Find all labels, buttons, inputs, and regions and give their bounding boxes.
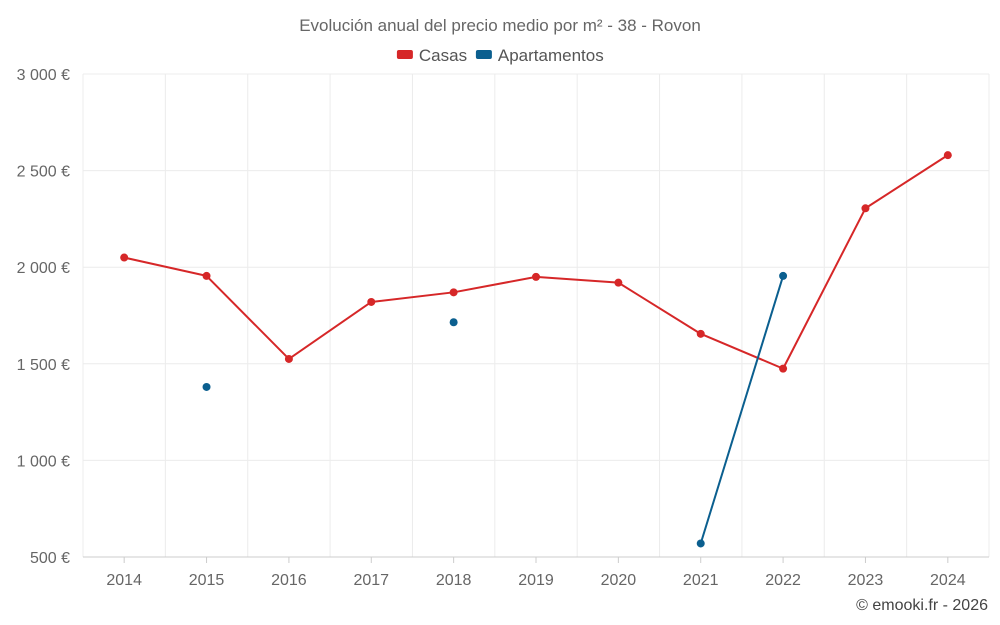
- legend-swatch-apartamentos[interactable]: [475, 50, 492, 59]
- data-point-casas[interactable]: [120, 253, 129, 262]
- data-point-casas[interactable]: [696, 329, 705, 338]
- series-line-segment-casas: [864, 154, 949, 210]
- grid: [82, 73, 990, 558]
- x-tick-label: 2014: [106, 572, 142, 589]
- data-point-casas[interactable]: [943, 151, 952, 160]
- series-line-segment-casas: [452, 275, 537, 294]
- series-line-segment-apartamentos: [699, 274, 785, 545]
- x-tick-label: 2022: [765, 572, 801, 589]
- series-line-segment-casas: [287, 300, 373, 360]
- y-tick-label: 2 000 €: [17, 260, 70, 277]
- data-point-casas[interactable]: [202, 271, 211, 280]
- data-point-casas[interactable]: [779, 364, 788, 373]
- data-point-casas[interactable]: [614, 278, 623, 287]
- x-tick-label: 2019: [518, 572, 554, 589]
- series: [120, 151, 952, 548]
- legend-label-casas[interactable]: Casas: [419, 46, 467, 65]
- series-line-segment-casas: [535, 275, 620, 284]
- x-tick-label: 2016: [271, 572, 307, 589]
- data-point-apartamentos[interactable]: [696, 539, 705, 548]
- legend: Casas Apartamentos: [396, 46, 604, 65]
- x-tick-label: 2020: [601, 572, 637, 589]
- axes: 500 € 1 000 € 1 500 € 2 000 € 2 500 € 3 000 €…: [17, 67, 989, 589]
- data-point-casas[interactable]: [532, 272, 540, 281]
- series-line-segment-casas: [205, 274, 290, 360]
- data-point-casas[interactable]: [449, 288, 458, 297]
- y-tick-label: 2 500 €: [17, 164, 70, 181]
- series-apartamentos: [202, 271, 788, 548]
- data-point-apartamentos[interactable]: [202, 382, 211, 391]
- series-casas: [120, 151, 952, 373]
- legend-label-apartamentos[interactable]: Apartamentos: [498, 46, 604, 65]
- x-tick-label: 2017: [353, 572, 389, 589]
- data-point-casas[interactable]: [284, 354, 293, 363]
- x-tick-label: 2021: [683, 572, 719, 589]
- data-point-casas[interactable]: [861, 204, 870, 213]
- x-tick-label: 2015: [189, 572, 225, 589]
- y-tick-label: 1 000 €: [17, 453, 70, 470]
- series-line-segment-casas: [617, 281, 702, 335]
- chart-title: Evolución anual del precio medio por m² …: [299, 16, 701, 35]
- y-tick-label: 3 000 €: [17, 67, 70, 84]
- x-tick-label: 2018: [436, 572, 472, 589]
- data-point-apartamentos[interactable]: [449, 318, 458, 327]
- y-tick-label: 500 €: [30, 550, 70, 567]
- x-tick-label: 2023: [848, 572, 884, 589]
- credit-text: © emooki.fr - 2026: [856, 597, 988, 614]
- legend-swatch-casas[interactable]: [396, 50, 413, 59]
- series-line-segment-casas: [782, 207, 867, 370]
- x-tick-label: 2024: [930, 572, 966, 589]
- series-line-segment-casas: [123, 256, 208, 277]
- y-tick-label: 1 500 €: [17, 357, 70, 374]
- data-point-apartamentos[interactable]: [779, 271, 788, 280]
- series-line-segment-casas: [699, 332, 785, 370]
- series-line-segment-casas: [370, 291, 455, 303]
- data-point-casas[interactable]: [367, 297, 376, 306]
